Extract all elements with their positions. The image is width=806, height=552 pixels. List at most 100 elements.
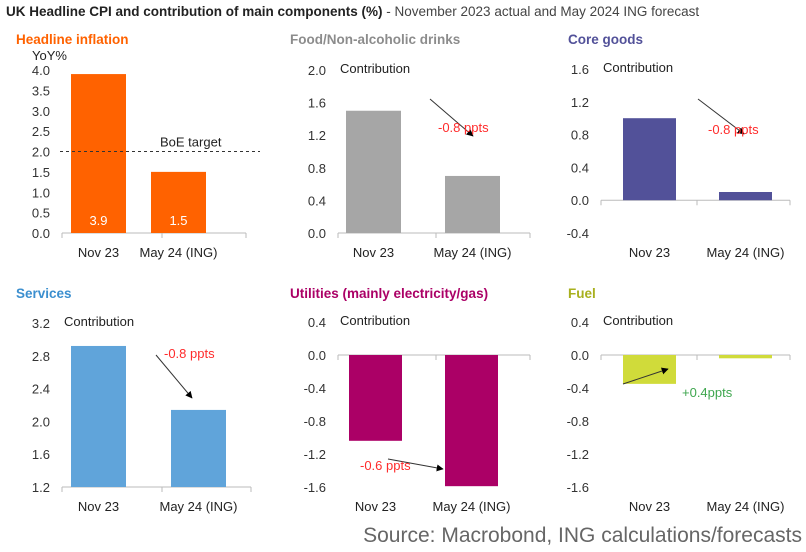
y-tick-label: 1.2	[32, 480, 50, 495]
annotation-label: -0.8 ppts	[708, 122, 759, 137]
panel-core-goods: Core goods 1.6 1.2 0.8 0.4 0.0 -0.4 Contributi…	[567, 32, 806, 272]
x-category-label: Nov 23	[629, 499, 670, 514]
boe-target-label: BoE target	[160, 135, 222, 150]
y-tick-label: 0.5	[32, 206, 50, 221]
y-tick-label: -1.2	[304, 447, 326, 462]
x-category-label: May 24 (ING)	[432, 499, 510, 514]
bar-nov-23	[346, 110, 401, 233]
y-axis-label: Contribution	[64, 314, 134, 329]
chart-fuel: 0.4 0.0 -0.4 -0.8 -1.2 -1.6 Contribution Nov 23…	[567, 313, 791, 514]
y-tick-label: 1.5	[32, 165, 50, 180]
bar-may-24	[171, 409, 226, 487]
y-tick-label: 3.0	[32, 104, 50, 119]
y-tick-label: 4.0	[32, 63, 50, 78]
x-category-label: May 24 (ING)	[139, 245, 217, 260]
y-axis-label: YoY%	[32, 48, 67, 63]
annotation-arrow	[697, 98, 745, 135]
y-tick-label: 0.4	[308, 193, 326, 208]
y-tick-label: 2.0	[32, 414, 50, 429]
y-tick-label: 1.6	[32, 447, 50, 462]
y-axis-label: Contribution	[603, 60, 673, 75]
main-title-bold: UK Headline CPI and contribution of main…	[6, 4, 383, 19]
y-tick-label: -0.4	[567, 381, 589, 396]
chart-headline-inflation: 4.0 3.5 3.0 2.5 2.0 1.5 1.0 0.5 0.0 YoY% 3.9 1.5 Nov…	[32, 48, 260, 260]
x-category-label: May 24 (ING)	[159, 499, 237, 514]
y-tick-label: 3.5	[32, 83, 50, 98]
y-tick-label: -0.8	[304, 414, 326, 429]
panel-fuel: Fuel 0.4 0.0 -0.4 -0.8 -1.2 -1.6 Contribution N…	[567, 286, 806, 526]
chart-core-goods: 1.6 1.2 0.8 0.4 0.0 -0.4 Contribution Nov 23 May…	[567, 60, 791, 260]
data-label: 1.5	[169, 213, 187, 228]
y-tick-label: 1.6	[571, 62, 589, 77]
y-tick-label: 3.2	[32, 316, 50, 331]
y-tick-label: 0.0	[571, 193, 589, 208]
y-tick-label: -1.2	[567, 447, 589, 462]
panel-title: Headline inflation	[16, 32, 129, 47]
annotation-label: -0.8 ppts	[438, 120, 489, 135]
x-category-label: May 24 (ING)	[433, 245, 511, 260]
y-tick-label: 2.0	[32, 145, 50, 160]
chart-services: 3.2 2.8 2.4 2.0 1.6 1.2 Contribution Nov 23 May …	[32, 314, 252, 514]
y-tick-label: 2.0	[308, 63, 326, 78]
y-tick-label: -0.4	[304, 381, 326, 396]
panel-title: Fuel	[568, 286, 596, 301]
main-title-subtitle: - November 2023 actual and May 2024 ING …	[382, 4, 700, 19]
annotation-arrow	[387, 458, 444, 472]
y-tick-label: 0.0	[571, 348, 589, 363]
x-category-label: Nov 23	[78, 499, 119, 514]
x-category-label: Nov 23	[629, 245, 670, 260]
chart-utilities: 0.4 0.0 -0.4 -0.8 -1.2 -1.6 Contribution Nov 23…	[304, 313, 531, 514]
panel-services: Services 3.2 2.8 2.4 2.0 1.6 1.2 Contribution N…	[16, 286, 276, 526]
panel-title: Services	[16, 286, 72, 301]
panel-title: Food/Non-alcoholic drinks	[290, 32, 461, 47]
y-tick-label: -1.6	[304, 480, 326, 495]
y-tick-label: 0.8	[308, 161, 326, 176]
y-tick-label: 0.4	[571, 160, 589, 175]
y-tick-label: 2.4	[32, 382, 50, 397]
y-tick-label: 0.8	[571, 128, 589, 143]
y-tick-label: 0.0	[308, 348, 326, 363]
bar-may-24	[719, 192, 772, 201]
annotation-arrow	[155, 354, 193, 399]
bar-nov-23	[71, 345, 126, 487]
x-category-label: May 24 (ING)	[706, 245, 784, 260]
main-title: UK Headline CPI and contribution of main…	[6, 4, 699, 19]
panel-headline-inflation: Headline inflation 4.0 3.5 3.0 2.5 2.0 1.5 1.0…	[16, 32, 276, 272]
x-category-label: Nov 23	[78, 245, 119, 260]
bar-nov-23	[71, 74, 126, 233]
bar-nov-23	[349, 355, 402, 441]
bar-may-24	[445, 355, 498, 487]
bar-may-24	[445, 175, 500, 233]
y-tick-label: 0.0	[308, 226, 326, 241]
y-axis-label: Contribution	[340, 61, 410, 76]
x-category-label: Nov 23	[355, 499, 396, 514]
bar-nov-23	[623, 118, 676, 201]
chart-food: 2.0 1.6 1.2 0.8 0.4 0.0 Contribution Nov 23 May …	[308, 61, 531, 260]
y-tick-label: 1.0	[32, 185, 50, 200]
source-note: Source: Macrobond, ING calculations/fore…	[363, 524, 802, 547]
annotation-label: -0.8 ppts	[164, 346, 215, 361]
panel-utilities: Utilities (mainly electricity/gas) 0.4 0.…	[290, 286, 550, 526]
y-tick-label: 0.0	[32, 226, 50, 241]
panel-title: Utilities (mainly electricity/gas)	[290, 286, 489, 301]
y-tick-label: 0.4	[571, 315, 589, 330]
y-tick-label: 0.4	[308, 315, 326, 330]
bar-may-24	[151, 171, 206, 233]
panel-title: Core goods	[568, 32, 644, 47]
y-tick-label: 1.2	[308, 128, 326, 143]
y-axis-label: Contribution	[603, 313, 673, 328]
y-tick-label: -0.4	[567, 226, 589, 241]
y-tick-label: 2.5	[32, 124, 50, 139]
y-tick-label: -0.8	[567, 414, 589, 429]
annotation-label: -0.6 ppts	[360, 458, 411, 473]
data-label: 3.9	[89, 213, 107, 228]
y-tick-label: 2.8	[32, 349, 50, 364]
x-category-label: Nov 23	[353, 245, 394, 260]
annotation-label: +0.4ppts	[682, 385, 733, 400]
annotation-arrow	[622, 367, 669, 385]
y-tick-label: 1.2	[571, 95, 589, 110]
bar-may-24	[719, 355, 772, 359]
x-category-label: May 24 (ING)	[706, 499, 784, 514]
y-tick-label: 1.6	[308, 96, 326, 111]
y-axis-label: Contribution	[340, 313, 410, 328]
